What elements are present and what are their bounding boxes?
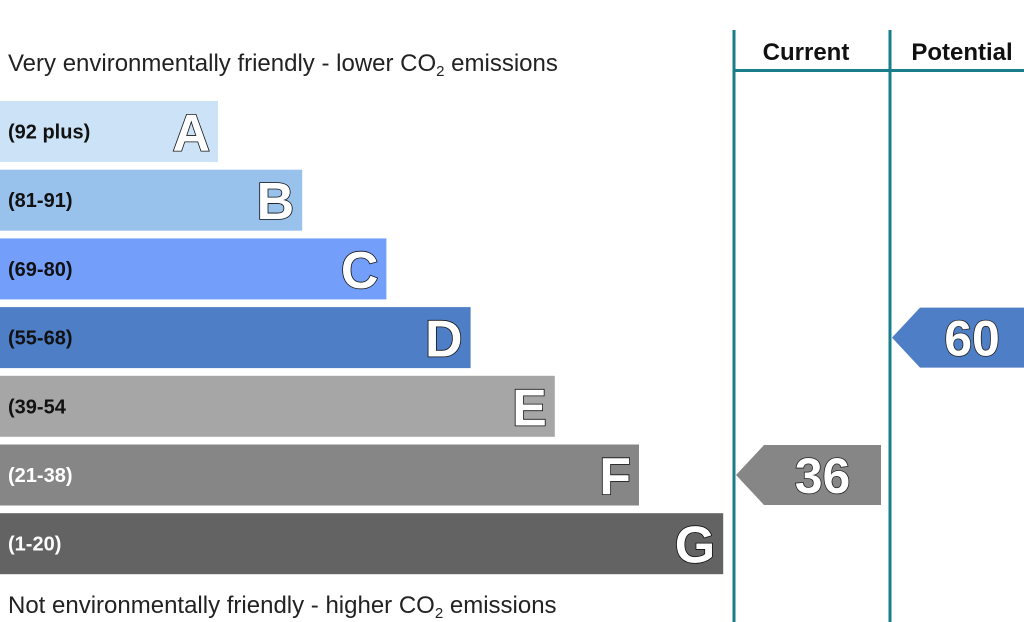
band-bar-c: [0, 238, 387, 300]
header-rule: [734, 69, 1024, 72]
band-letter-label: E: [512, 379, 547, 437]
band-bar-f: [0, 444, 639, 506]
rating-arrows: 36 60: [736, 307, 1024, 505]
column-divider: [888, 30, 892, 622]
band-bar-g: [0, 513, 724, 575]
top-caption-suffix: emissions: [444, 50, 558, 77]
column-header-current: Current: [763, 39, 850, 66]
top-caption-subscript: 2: [436, 63, 445, 80]
band-f: (21-38) F: [0, 444, 639, 507]
rating-columns: Current Potential: [732, 30, 1024, 622]
top-caption: Very environmentally friendly - lower CO…: [8, 50, 558, 80]
band-bar-b: [0, 169, 303, 231]
band-range-label: (92 plus): [8, 122, 90, 144]
top-caption-text: Very environmentally friendly - lower CO: [8, 50, 437, 77]
band-bar-e: [0, 375, 555, 437]
current-rating-arrow: 36: [736, 445, 881, 505]
band-range-label: (1-20): [8, 534, 61, 556]
potential-rating-arrow: 60: [892, 307, 1024, 368]
band-bar-d: [0, 307, 471, 369]
band-bar-a: [0, 101, 218, 162]
band-letter-label: B: [257, 173, 295, 231]
bottom-caption-text: Not environmentally friendly - higher CO: [8, 592, 435, 619]
potential-rating-value: 60: [944, 311, 1000, 367]
bottom-caption-subscript: 2: [434, 605, 444, 622]
rating-bands: (92 plus) A (81-91) B (69-80) C (55-68) D (39-54…: [0, 101, 724, 576]
potential-arrow-shape: [892, 307, 1024, 368]
band-letter-label: D: [425, 311, 463, 369]
band-range-label: (39-54: [8, 396, 67, 418]
band-c: (69-80) C: [0, 238, 387, 301]
band-letter-label: A: [172, 105, 210, 163]
band-letter-label: F: [599, 448, 631, 506]
current-rating-value: 36: [795, 448, 851, 504]
current-arrow-shape: [736, 445, 881, 505]
band-a: (92 plus) A: [0, 101, 218, 163]
bottom-caption-suffix: emissions: [443, 592, 557, 619]
bottom-caption: Not environmentally friendly - higher CO…: [8, 592, 557, 622]
band-range-label: (55-68): [8, 328, 72, 350]
band-range-label: (69-80): [8, 259, 72, 281]
band-letter-label: G: [675, 517, 715, 575]
band-letter-label: C: [341, 242, 379, 300]
band-g: (1-20) G: [0, 513, 724, 576]
band-e: (39-54 E: [0, 375, 555, 438]
column-header-potential: Potential: [911, 39, 1012, 66]
band-range-label: (21-38): [8, 465, 72, 487]
column-divider: [732, 30, 736, 622]
band-range-label: (81-91): [8, 190, 72, 212]
band-b: (81-91) B: [0, 169, 303, 232]
band-d: (55-68) D: [0, 307, 471, 369]
